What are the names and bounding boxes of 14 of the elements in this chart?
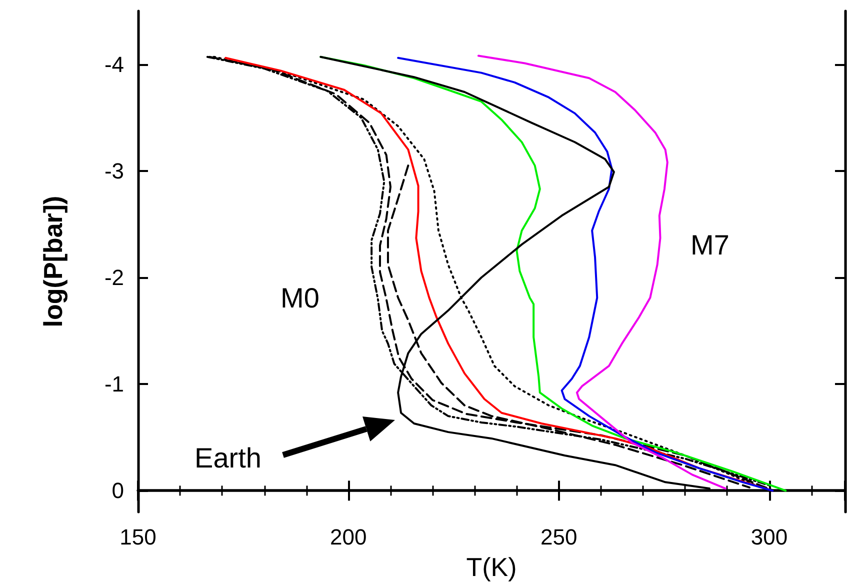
y-tick-label: -1 (104, 372, 124, 397)
y-tick-label: 0 (112, 478, 124, 504)
annotation: M0 (280, 282, 320, 314)
x-tick-label: 300 (750, 524, 788, 550)
x-tick-label: 250 (540, 524, 578, 550)
y-tick-label: -2 (104, 264, 124, 290)
y-tick-label: -3 (104, 158, 124, 184)
y-tick-label: -4 (104, 52, 124, 77)
x-axis-title: T(K) (466, 552, 517, 582)
annotation: M7 (690, 230, 730, 260)
y-axis-title: log(P[bar]) (38, 196, 68, 328)
x-tick-label: 150 (120, 524, 156, 550)
x-tick-label: 200 (330, 524, 367, 550)
annotation: Earth (194, 442, 262, 474)
